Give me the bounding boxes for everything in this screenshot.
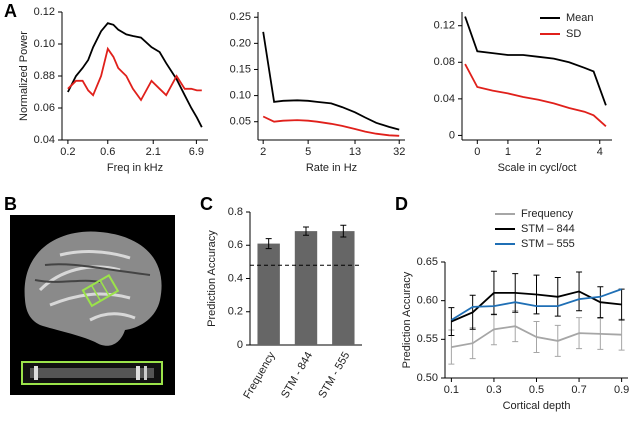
x-tick-label: 5 [305,146,311,158]
line [67,46,202,102]
error-bar [597,317,604,350]
x-tick-label: 0.7 [571,384,586,396]
x-tick-label: 2.1 [146,146,161,158]
error-bar [554,324,561,357]
line [262,31,400,131]
y-tick-label: 0.20 [230,37,251,49]
error-bar [597,286,604,319]
error-bar [448,307,455,336]
x-axis-label: Scale in cycl/oct [498,162,577,174]
legend-label: STM – 844 [521,223,575,235]
y-tick-label: 0.88 [34,70,55,82]
line [67,22,203,128]
x-tick-label: 0.5 [529,384,544,396]
y-tick-label: 0.4 [228,272,243,284]
x-tick-label: Frequency [241,350,278,401]
x-tick-label: STM - 844 [279,350,315,400]
y-tick-label: 0.65 [417,256,438,268]
y-tick-label: 0.05 [230,116,251,128]
panel-label: A [4,1,17,21]
y-tick-label: 0.04 [34,134,55,146]
error-bar [303,226,309,236]
y-axis-label: Prediction Accuracy [206,230,218,327]
y-axis-label: Normalized Power [18,31,30,121]
x-tick-label: 0.6 [100,146,115,158]
x-tick-label: 4 [597,146,603,158]
x-tick-label: 0 [474,146,480,158]
legend-label: SD [566,28,581,40]
panel-label: C [200,194,213,214]
line [464,63,607,127]
y-tick-label: 0.08 [434,56,455,68]
x-tick-label: 13 [349,146,361,158]
error-bar [533,321,540,353]
line [450,288,622,321]
y-axis-label: Prediction Accuracy [401,271,413,368]
error-bar [490,270,497,316]
y-tick-label: 0.50 [417,372,438,384]
x-tick-label: 32 [393,146,405,158]
error-bar [576,317,583,350]
x-tick-label: 2 [535,146,541,158]
y-tick-label: 0.10 [230,89,251,101]
error-bar [340,224,347,238]
y-tick-label: 0.12 [34,6,55,18]
y-tick-label: 0.12 [434,20,455,32]
error-bar [533,274,540,315]
panel-label: B [4,194,17,214]
y-tick-label: 0.6 [228,239,243,251]
x-tick-label: 0.2 [60,146,75,158]
error-bar [512,273,519,313]
bar [332,231,355,345]
legend-label: Mean [566,12,594,24]
error-bar [576,271,583,312]
x-tick-label: 6.9 [189,146,204,158]
x-tick-label: 1 [505,146,511,158]
line [262,115,400,137]
y-tick-label: 0.60 [417,295,438,307]
x-axis-label: Cortical depth [503,400,571,412]
legend-label: Frequency [521,208,573,220]
error-bar [265,238,272,250]
error-bar [554,276,561,317]
y-tick-label: 0.10 [34,38,55,50]
x-tick-label: 2 [260,146,266,158]
y-tick-label: 0.06 [34,102,55,114]
x-tick-label: STM - 555 [316,350,352,400]
error-bar [469,294,476,330]
x-tick-label: 0.3 [486,384,501,396]
brain-image [10,215,175,395]
bar [294,231,318,345]
x-axis-label: Freq in kHz [107,162,163,174]
panel-label: D [395,194,408,214]
x-tick-label: 0.9 [614,384,629,396]
y-tick-label: 0 [449,129,455,141]
y-tick-label: 0.8 [228,206,243,218]
x-tick-label: 0.1 [444,384,459,396]
y-tick-label: 0.04 [434,93,455,105]
y-tick-label: 0 [237,339,243,351]
legend-label: STM – 555 [521,238,575,250]
y-tick-label: 0.55 [417,333,438,345]
y-tick-label: 0.2 [228,306,243,318]
bar [257,243,280,345]
y-tick-label: 0.25 [230,11,251,23]
line [464,16,607,106]
x-axis-label: Rate in Hz [306,162,357,174]
y-tick-label: 0.15 [230,63,251,75]
